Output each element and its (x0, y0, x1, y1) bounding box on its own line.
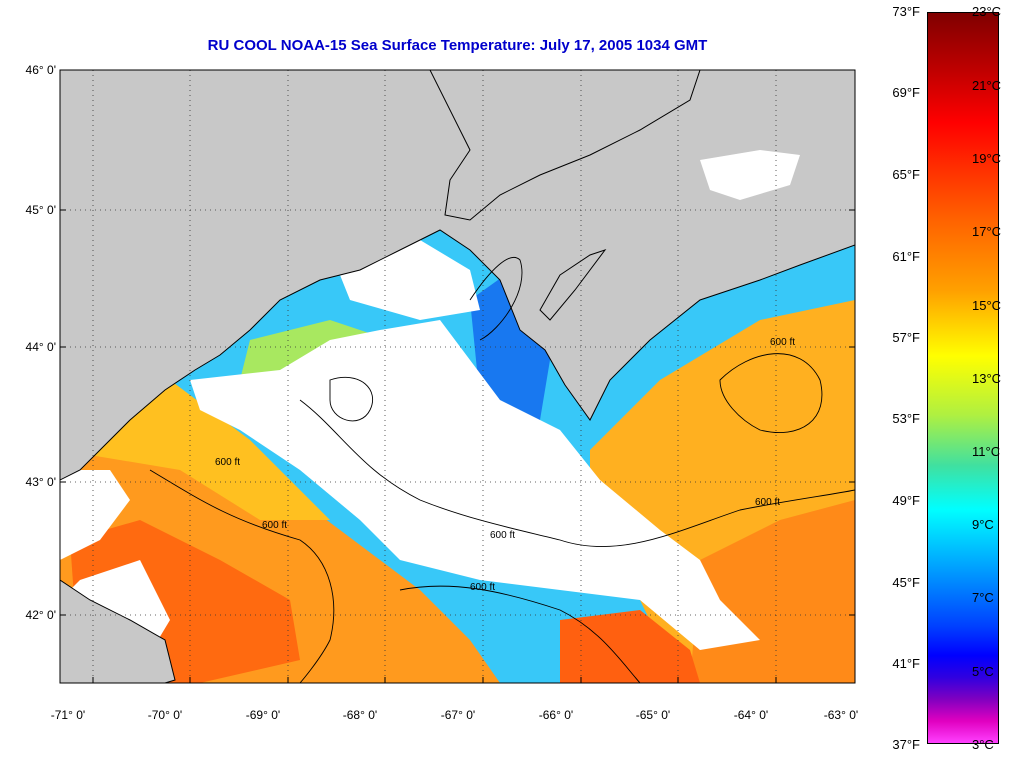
colorbar-f-label: 53°F (892, 411, 920, 426)
colorbar-f-label: 69°F (892, 85, 920, 100)
contour-label: 600 ft (755, 497, 780, 508)
colorbar-c-label: 17°C (972, 224, 1002, 239)
lat-label: 45° 0' (25, 203, 56, 217)
colorbar-c-label: 13°C (972, 371, 1002, 386)
colorbar-f-label: 65°F (892, 167, 920, 182)
cloud-patch-central (190, 320, 760, 650)
cloud-cape-breton (700, 150, 800, 200)
colorbar-c-label: 21°C (972, 78, 1002, 93)
map-title: RU COOL NOAA-15 Sea Surface Temperature:… (207, 37, 708, 54)
colorbar (927, 12, 999, 744)
graticule (60, 70, 855, 683)
colorbar-c-label: 15°C (972, 298, 1002, 313)
lat-label: 44° 0' (25, 340, 56, 354)
lon-label: -66° 0' (538, 708, 574, 722)
land-nova-scotia-top (429, 70, 701, 221)
colorbar-f-label: 57°F (892, 330, 920, 345)
contour-label: 600 ft (770, 337, 795, 348)
hot-water-south (560, 610, 700, 683)
land-mainland (60, 70, 855, 481)
colorbar-f-label: 37°F (892, 737, 920, 752)
land-cape-cod (60, 579, 176, 683)
lon-label: -70° 0' (147, 708, 183, 722)
colorbar-f-label: 41°F (892, 656, 920, 671)
cloud-patch-cape-cod (60, 470, 130, 560)
contour-label: 600 ft (470, 582, 495, 593)
colorbar-f-label: 61°F (892, 249, 920, 264)
colorbar-c-label: 5°C (972, 664, 994, 679)
lon-label: -67° 0' (440, 708, 476, 722)
colorbar-c-label: 9°C (972, 517, 994, 532)
colorbar-c-label: 23°C (972, 4, 1002, 19)
lon-label: -71° 0' (50, 708, 86, 722)
colorbar-f-label: 73°F (892, 4, 920, 19)
lon-label: -63° 0' (823, 708, 859, 722)
colorbar-c-label: 19°C (972, 151, 1002, 166)
depth-contours (149, 257, 855, 683)
lat-label: 43° 0' (25, 475, 56, 489)
colorbar-f-label: 45°F (892, 575, 920, 590)
lat-label: 46° 0' (25, 63, 56, 77)
colorbar-c-label: 7°C (972, 590, 994, 605)
lon-label: -64° 0' (733, 708, 769, 722)
lon-label: -68° 0' (342, 708, 378, 722)
colorbar-c-label: 3°C (972, 737, 994, 752)
lon-label: -65° 0' (635, 708, 671, 722)
land-island-bay (539, 249, 607, 321)
contour-label: 600 ft (215, 457, 240, 468)
plot-frame (59, 69, 856, 684)
cold-water-fundy (470, 150, 700, 460)
lon-label: -69° 0' (245, 708, 281, 722)
contour-label: 600 ft (490, 530, 515, 541)
contour-label: 600 ft (262, 520, 287, 531)
tick-marks (60, 69, 855, 683)
colorbar-f-label: 49°F (892, 493, 920, 508)
colorbar-c-label: 11°C (972, 444, 1001, 459)
lat-label: 42° 0' (25, 608, 56, 622)
